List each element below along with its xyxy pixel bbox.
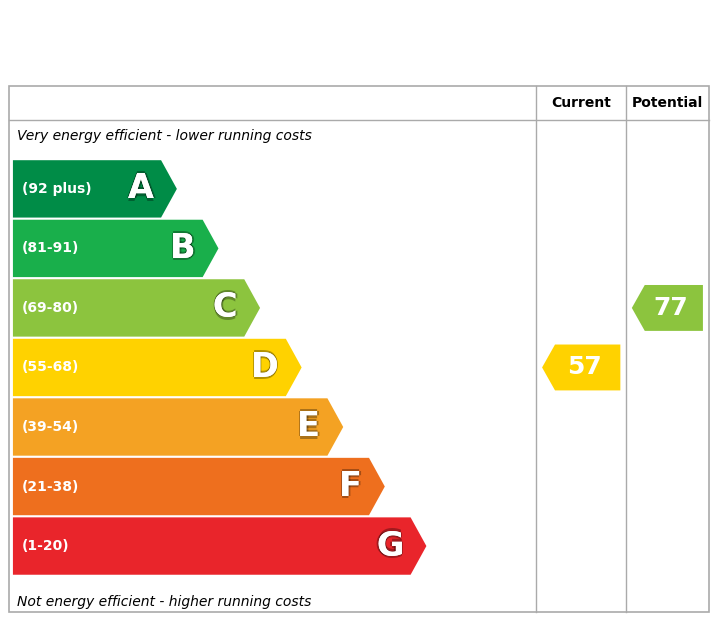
Text: G: G [376, 532, 404, 565]
Text: G: G [378, 529, 405, 563]
Text: E: E [297, 410, 320, 443]
Polygon shape [632, 285, 703, 331]
Text: G: G [376, 527, 404, 560]
Polygon shape [13, 339, 302, 396]
Text: C: C [211, 292, 236, 324]
Text: A: A [129, 172, 155, 206]
Text: (21-38): (21-38) [22, 480, 79, 493]
Text: A: A [128, 170, 154, 203]
Text: D: D [251, 351, 279, 384]
Text: E: E [299, 410, 322, 443]
Text: (55-68): (55-68) [22, 360, 79, 374]
Text: F: F [339, 468, 362, 501]
Text: A: A [128, 175, 154, 207]
Text: Current: Current [551, 96, 611, 110]
Text: F: F [339, 470, 362, 503]
Polygon shape [13, 517, 426, 574]
Text: F: F [339, 472, 362, 505]
Text: C: C [213, 293, 237, 327]
Polygon shape [13, 398, 343, 456]
Text: E: E [296, 410, 319, 443]
Text: (39-54): (39-54) [22, 420, 79, 434]
Text: F: F [339, 470, 362, 503]
Text: G: G [375, 529, 402, 563]
Text: 57: 57 [567, 355, 602, 379]
Text: C: C [213, 292, 237, 324]
Text: D: D [249, 351, 277, 384]
Text: B: B [169, 232, 194, 265]
Text: C: C [214, 292, 238, 324]
Text: A: A [128, 172, 154, 206]
Polygon shape [13, 160, 177, 217]
Text: (69-80): (69-80) [22, 301, 79, 315]
Text: B: B [170, 232, 195, 265]
Text: D: D [251, 351, 279, 384]
Text: (81-91): (81-91) [22, 241, 79, 256]
Text: Potential: Potential [632, 96, 703, 110]
Text: D: D [251, 353, 279, 386]
Text: G: G [376, 529, 404, 563]
Text: D: D [252, 351, 280, 384]
Text: 77: 77 [653, 296, 689, 320]
Text: G: G [376, 529, 404, 563]
Text: E: E [297, 413, 320, 446]
Text: Not energy efficient - higher running costs: Not energy efficient - higher running co… [17, 595, 311, 609]
Text: Very energy efficient - lower running costs: Very energy efficient - lower running co… [17, 129, 312, 144]
Text: A: A [128, 172, 154, 206]
Text: B: B [170, 232, 195, 265]
Polygon shape [13, 458, 385, 515]
Text: B: B [172, 232, 197, 265]
Text: C: C [213, 289, 237, 322]
Text: F: F [337, 470, 360, 503]
Text: (92 plus): (92 plus) [22, 182, 91, 196]
Text: D: D [251, 349, 279, 382]
Text: F: F [340, 470, 363, 503]
Text: (1-20): (1-20) [22, 539, 69, 553]
Polygon shape [13, 279, 260, 337]
Text: E: E [297, 409, 320, 441]
Polygon shape [13, 220, 218, 277]
Text: Energy Efficiency Rating: Energy Efficiency Rating [11, 23, 509, 56]
Polygon shape [542, 345, 620, 391]
Text: E: E [297, 410, 320, 443]
Text: B: B [170, 234, 195, 267]
Text: B: B [170, 230, 195, 262]
Text: C: C [213, 292, 237, 324]
Text: A: A [126, 172, 152, 206]
